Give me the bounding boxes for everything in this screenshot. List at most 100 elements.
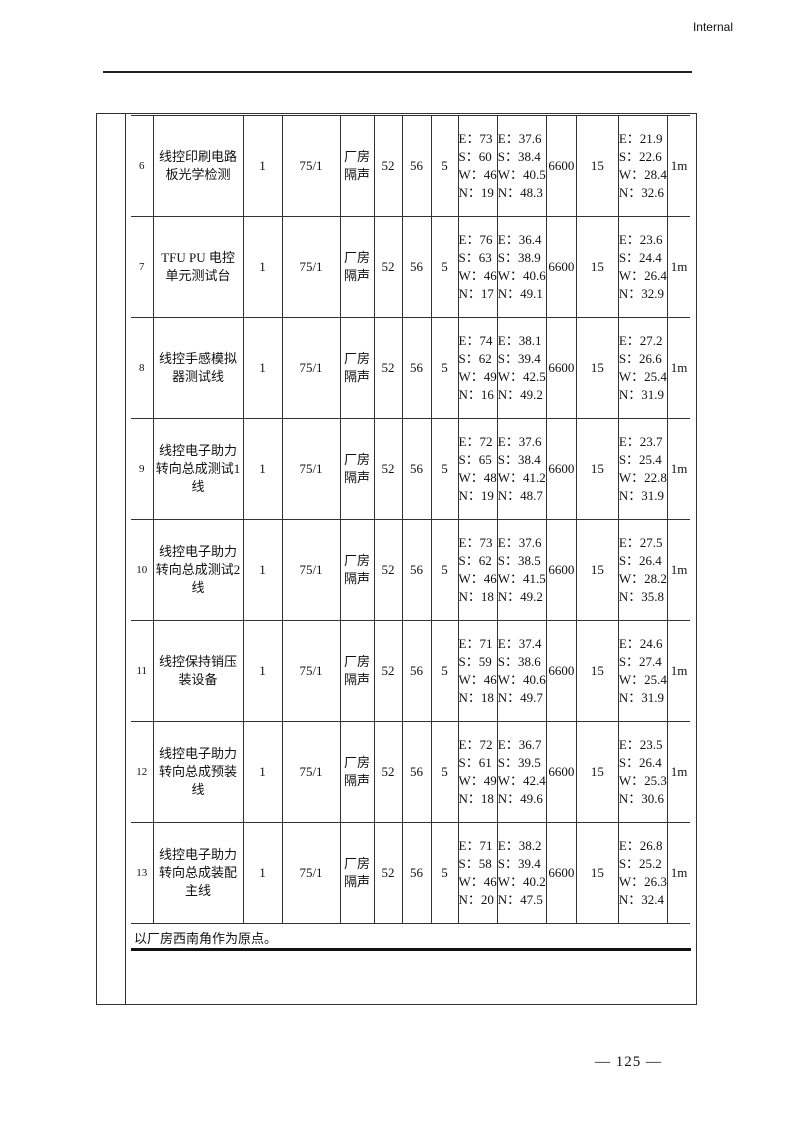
cell-reference-distance: 1m bbox=[666, 317, 691, 419]
cell-level-line: S：38.4 bbox=[497, 452, 541, 467]
cell-level-line: E：37.6 bbox=[497, 535, 542, 550]
cell-contribution-line: E：26.8 bbox=[618, 838, 663, 853]
header-divider bbox=[103, 71, 692, 73]
cell-height: 15 bbox=[575, 216, 619, 318]
cell-contribution-line: N：35.8 bbox=[618, 589, 664, 604]
cell-distance-line: S：65 bbox=[458, 452, 492, 467]
cell-spec: 75/1 bbox=[281, 216, 341, 318]
table-frame bbox=[96, 113, 697, 1005]
cell-value-3: 5 bbox=[430, 115, 459, 217]
cell-contribution: E：21.9 S：22.6 W：28.4 N：32.6 bbox=[617, 115, 668, 217]
cell-level-line: W：40.6 bbox=[497, 268, 546, 283]
cell-height: 15 bbox=[575, 620, 619, 722]
cell-value-1: 52 bbox=[373, 721, 403, 823]
cell-distance-line: E：76 bbox=[458, 232, 493, 247]
cell-distance: E：71 S：59 W：46 N：18 bbox=[457, 620, 498, 722]
cell-index: 11 bbox=[131, 620, 154, 722]
cell-distance: E：76 S：63 W：46 N：17 bbox=[457, 216, 498, 318]
cell-value-3: 5 bbox=[430, 519, 459, 621]
cell-distance-line: N：20 bbox=[458, 892, 494, 907]
cell-value-2: 56 bbox=[401, 721, 432, 823]
table-bottom-rule bbox=[131, 948, 691, 951]
cell-height: 15 bbox=[575, 519, 619, 621]
cell-quantity: 1 bbox=[242, 721, 283, 823]
cell-distance-line: S：58 bbox=[458, 856, 492, 871]
cell-index: 10 bbox=[131, 519, 154, 621]
cell-value-2: 56 bbox=[401, 317, 432, 419]
cell-reference-distance: 1m bbox=[666, 115, 691, 217]
cell-distance-line: E：72 bbox=[458, 434, 493, 449]
cell-level-line: S：39.4 bbox=[497, 856, 541, 871]
cell-contribution-line: W：26.4 bbox=[618, 268, 667, 283]
cell-level-line: N：48.3 bbox=[497, 185, 543, 200]
cell-contribution-line: N：32.9 bbox=[618, 286, 664, 301]
table-row: 10 线控电子助力转向总成测试2线 1 75/1 厂房隔声 52 56 5 E：73 S：62 W：… bbox=[131, 519, 691, 621]
cell-contribution-line: E：23.7 bbox=[618, 434, 663, 449]
cell-contribution-line: W：28.4 bbox=[618, 167, 667, 182]
cell-spec: 75/1 bbox=[281, 418, 341, 520]
cell-distance: E：73 S：62 W：46 N：18 bbox=[457, 519, 498, 621]
cell-level-line: E：37.6 bbox=[497, 131, 542, 146]
cell-equipment-name: 线控保持销压装设备 bbox=[152, 620, 244, 722]
cell-value-2: 56 bbox=[401, 822, 432, 924]
cell-hours: 6600 bbox=[545, 115, 577, 217]
cell-contribution-line: S：26.6 bbox=[618, 351, 662, 366]
cell-distance-line: S：60 bbox=[458, 149, 492, 164]
cell-level: E：38.1 S：39.4 W：42.5 N：49.2 bbox=[496, 317, 547, 419]
cell-distance-line: E：74 bbox=[458, 333, 493, 348]
cell-contribution: E：27.5 S：26.4 W：28.2 N：35.8 bbox=[617, 519, 668, 621]
cell-contribution-line: N：31.9 bbox=[618, 690, 664, 705]
table-row: 8 线控手感模拟器测试线 1 75/1 厂房隔声 52 56 5 E：74 S：62 W：49 N：1… bbox=[131, 317, 691, 419]
cell-level-line: S：38.5 bbox=[497, 553, 541, 568]
cell-measure: 厂房隔声 bbox=[339, 822, 375, 924]
cell-contribution-line: E：24.6 bbox=[618, 636, 663, 651]
cell-value-2: 56 bbox=[401, 620, 432, 722]
cell-distance: E：71 S：58 W：46 N：20 bbox=[457, 822, 498, 924]
cell-value-1: 52 bbox=[373, 418, 403, 520]
cell-contribution-line: W：25.4 bbox=[618, 672, 667, 687]
cell-contribution: E：23.5 S：26.4 W：25.3 N：30.6 bbox=[617, 721, 668, 823]
cell-level-line: N：48.7 bbox=[497, 488, 543, 503]
cell-distance-line: S：62 bbox=[458, 351, 492, 366]
cell-level: E：38.2 S：39.4 W：40.2 N：47.5 bbox=[496, 822, 547, 924]
cell-contribution-line: E：27.5 bbox=[618, 535, 663, 550]
cell-level-line: S：38.4 bbox=[497, 149, 541, 164]
cell-level-line: N：49.2 bbox=[497, 589, 543, 604]
cell-equipment-name: 线控印刷电路板光学检测 bbox=[152, 115, 244, 217]
cell-value-3: 5 bbox=[430, 418, 459, 520]
cell-height: 15 bbox=[575, 721, 619, 823]
cell-quantity: 1 bbox=[242, 519, 283, 621]
cell-spec: 75/1 bbox=[281, 620, 341, 722]
table-row: 11 线控保持销压装设备 1 75/1 厂房隔声 52 56 5 E：71 S：59 W：46 N：1… bbox=[131, 620, 691, 722]
cell-level-line: W：42.5 bbox=[497, 369, 546, 384]
cell-contribution-line: S：26.4 bbox=[618, 755, 662, 770]
cell-contribution-line: S：22.6 bbox=[618, 149, 662, 164]
cell-contribution-line: W：22.8 bbox=[618, 470, 667, 485]
cell-level: E：37.6 S：38.5 W：41.5 N：49.2 bbox=[496, 519, 547, 621]
cell-level-line: S：38.9 bbox=[497, 250, 541, 265]
cell-index: 8 bbox=[131, 317, 154, 419]
cell-level-line: E：36.4 bbox=[497, 232, 542, 247]
cell-distance-line: E：71 bbox=[458, 838, 493, 853]
cell-index: 9 bbox=[131, 418, 154, 520]
cell-measure: 厂房隔声 bbox=[339, 721, 375, 823]
cell-level-line: N：49.2 bbox=[497, 387, 543, 402]
table-row: 7 TFU PU 电控单元测试台 1 75/1 厂房隔声 52 56 5 E：76 S：63 W：4… bbox=[131, 216, 691, 318]
cell-level-line: E：38.2 bbox=[497, 838, 542, 853]
cell-contribution-line: N：32.6 bbox=[618, 185, 664, 200]
cell-contribution: E：23.6 S：24.4 W：26.4 N：32.9 bbox=[617, 216, 668, 318]
cell-distance-line: W：46 bbox=[458, 672, 497, 687]
cell-level-line: E：37.4 bbox=[497, 636, 542, 651]
cell-distance-line: W：46 bbox=[458, 167, 497, 182]
cell-distance-line: N：18 bbox=[458, 690, 494, 705]
cell-measure: 厂房隔声 bbox=[339, 216, 375, 318]
cell-quantity: 1 bbox=[242, 620, 283, 722]
cell-distance-line: S：61 bbox=[458, 755, 492, 770]
cell-level: E：36.4 S：38.9 W：40.6 N：49.1 bbox=[496, 216, 547, 318]
cell-reference-distance: 1m bbox=[666, 822, 691, 924]
cell-hours: 6600 bbox=[545, 519, 577, 621]
cell-contribution-line: E：21.9 bbox=[618, 131, 663, 146]
cell-value-3: 5 bbox=[430, 721, 459, 823]
cell-contribution-line: N：32.4 bbox=[618, 892, 664, 907]
